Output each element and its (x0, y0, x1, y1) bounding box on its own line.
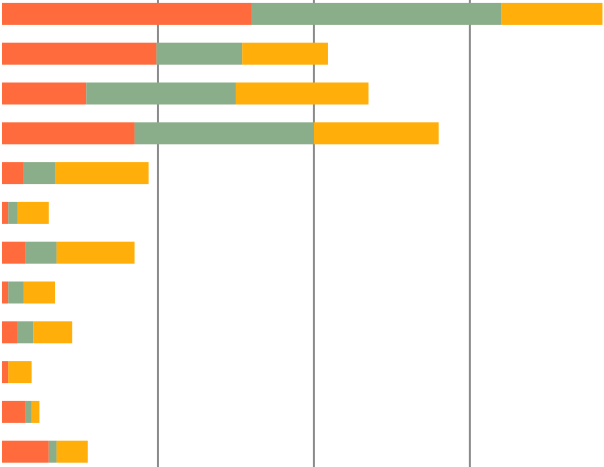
bar-segment (8, 201, 18, 224)
bar-segment (134, 122, 314, 145)
bar-segment (25, 400, 32, 423)
bar-segment (2, 82, 87, 105)
bar-segment (2, 281, 9, 304)
bar-segment (86, 82, 236, 105)
bar-segment (55, 162, 149, 185)
bar-segment (17, 201, 49, 224)
bar-segment (235, 82, 369, 105)
bar-segment (313, 122, 439, 145)
bar-segment (2, 440, 49, 463)
bar-segment (2, 42, 157, 65)
bar-segment (23, 281, 56, 304)
bar-segment (156, 42, 243, 65)
bar-segment (2, 400, 26, 423)
bar-segment (8, 361, 32, 384)
bar-segment (2, 241, 26, 264)
bar-segment (25, 241, 57, 264)
bar-segment (33, 321, 73, 344)
bar-segment (23, 162, 56, 185)
bar-segment (251, 2, 502, 25)
bar-segment (56, 440, 88, 463)
bar-segment (242, 42, 328, 65)
bar-segment (56, 241, 135, 264)
bar-segment (48, 440, 57, 463)
bar-segment (2, 162, 24, 185)
bar-segment (31, 400, 40, 423)
bar-segment (8, 281, 24, 304)
bar-segment (2, 201, 9, 224)
bar-segment (2, 321, 18, 344)
bar-segment (17, 321, 34, 344)
bar-segment (2, 122, 135, 145)
bar-segment (501, 2, 603, 25)
bar-segment (2, 361, 9, 384)
bar-segment (2, 2, 252, 25)
